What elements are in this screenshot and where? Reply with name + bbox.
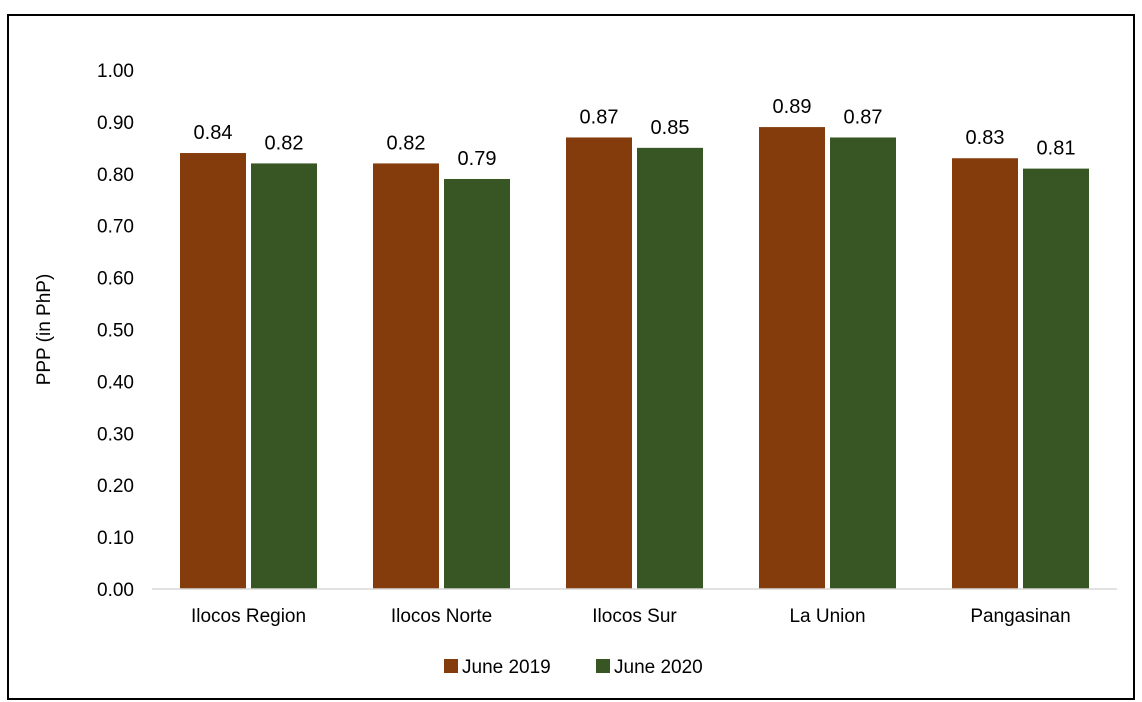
data-label: 0.85 <box>651 117 690 139</box>
y-tick-label: 0.40 <box>97 372 134 393</box>
bar-june-2020 <box>637 147 703 589</box>
legend-swatch <box>444 659 458 673</box>
y-tick-label: 0.60 <box>97 269 134 290</box>
bar-june-2020 <box>444 178 510 590</box>
data-label: 0.82 <box>265 132 304 154</box>
y-tick-label: 0.10 <box>97 528 134 549</box>
legend: June 2019 June 2020 <box>444 657 703 678</box>
bar-june-2019 <box>566 137 632 589</box>
data-label: 0.82 <box>387 132 426 154</box>
data-label: 0.81 <box>1037 138 1076 160</box>
y-tick-label: 0.20 <box>97 476 134 497</box>
y-tick-label: 0.70 <box>97 217 134 238</box>
bar-june-2020 <box>1023 168 1089 590</box>
y-tick-label: 0.30 <box>97 424 134 445</box>
bar-june-2019 <box>373 163 439 590</box>
bar-june-2019 <box>759 127 825 589</box>
data-label: 0.87 <box>580 106 619 128</box>
y-axis-ticks: 0.00 0.10 0.20 0.30 0.40 0.50 0.60 0.70 0.80 0.90… <box>97 61 134 601</box>
x-tick-label: Pangasinan <box>970 606 1070 627</box>
y-tick-label: 1.00 <box>97 61 134 82</box>
bar-june-2020 <box>251 163 317 590</box>
y-tick-label: 0.90 <box>97 113 134 134</box>
data-label: 0.87 <box>844 106 883 128</box>
x-tick-label: Ilocos Norte <box>391 606 492 627</box>
y-tick-label: 0.80 <box>97 165 134 186</box>
x-tick-label: La Union <box>789 606 865 627</box>
y-axis-title: PPP (in PhP) <box>34 274 55 386</box>
legend-label: June 2019 <box>462 657 551 678</box>
y-tick-label: 0.50 <box>97 321 134 342</box>
x-tick-label: Ilocos Sur <box>592 606 677 627</box>
x-tick-label: Ilocos Region <box>191 606 306 627</box>
bar-june-2020 <box>830 137 896 589</box>
data-label: 0.84 <box>194 122 233 144</box>
y-tick-label: 0.00 <box>97 580 134 601</box>
bar-june-2019 <box>180 153 246 590</box>
data-label: 0.79 <box>458 148 497 170</box>
legend-label: June 2020 <box>614 657 703 678</box>
legend-swatch <box>596 659 610 673</box>
bar-june-2019 <box>952 158 1018 590</box>
data-label: 0.89 <box>773 96 812 118</box>
x-axis-labels: Ilocos Region Ilocos Norte Ilocos Sur La Un… <box>191 606 1071 627</box>
bars <box>180 127 1089 590</box>
data-label: 0.83 <box>966 127 1005 149</box>
data-labels: 0.84 0.82 0.82 0.79 0.87 0.85 0.89 0.87 0.83 0.81 <box>194 96 1076 170</box>
